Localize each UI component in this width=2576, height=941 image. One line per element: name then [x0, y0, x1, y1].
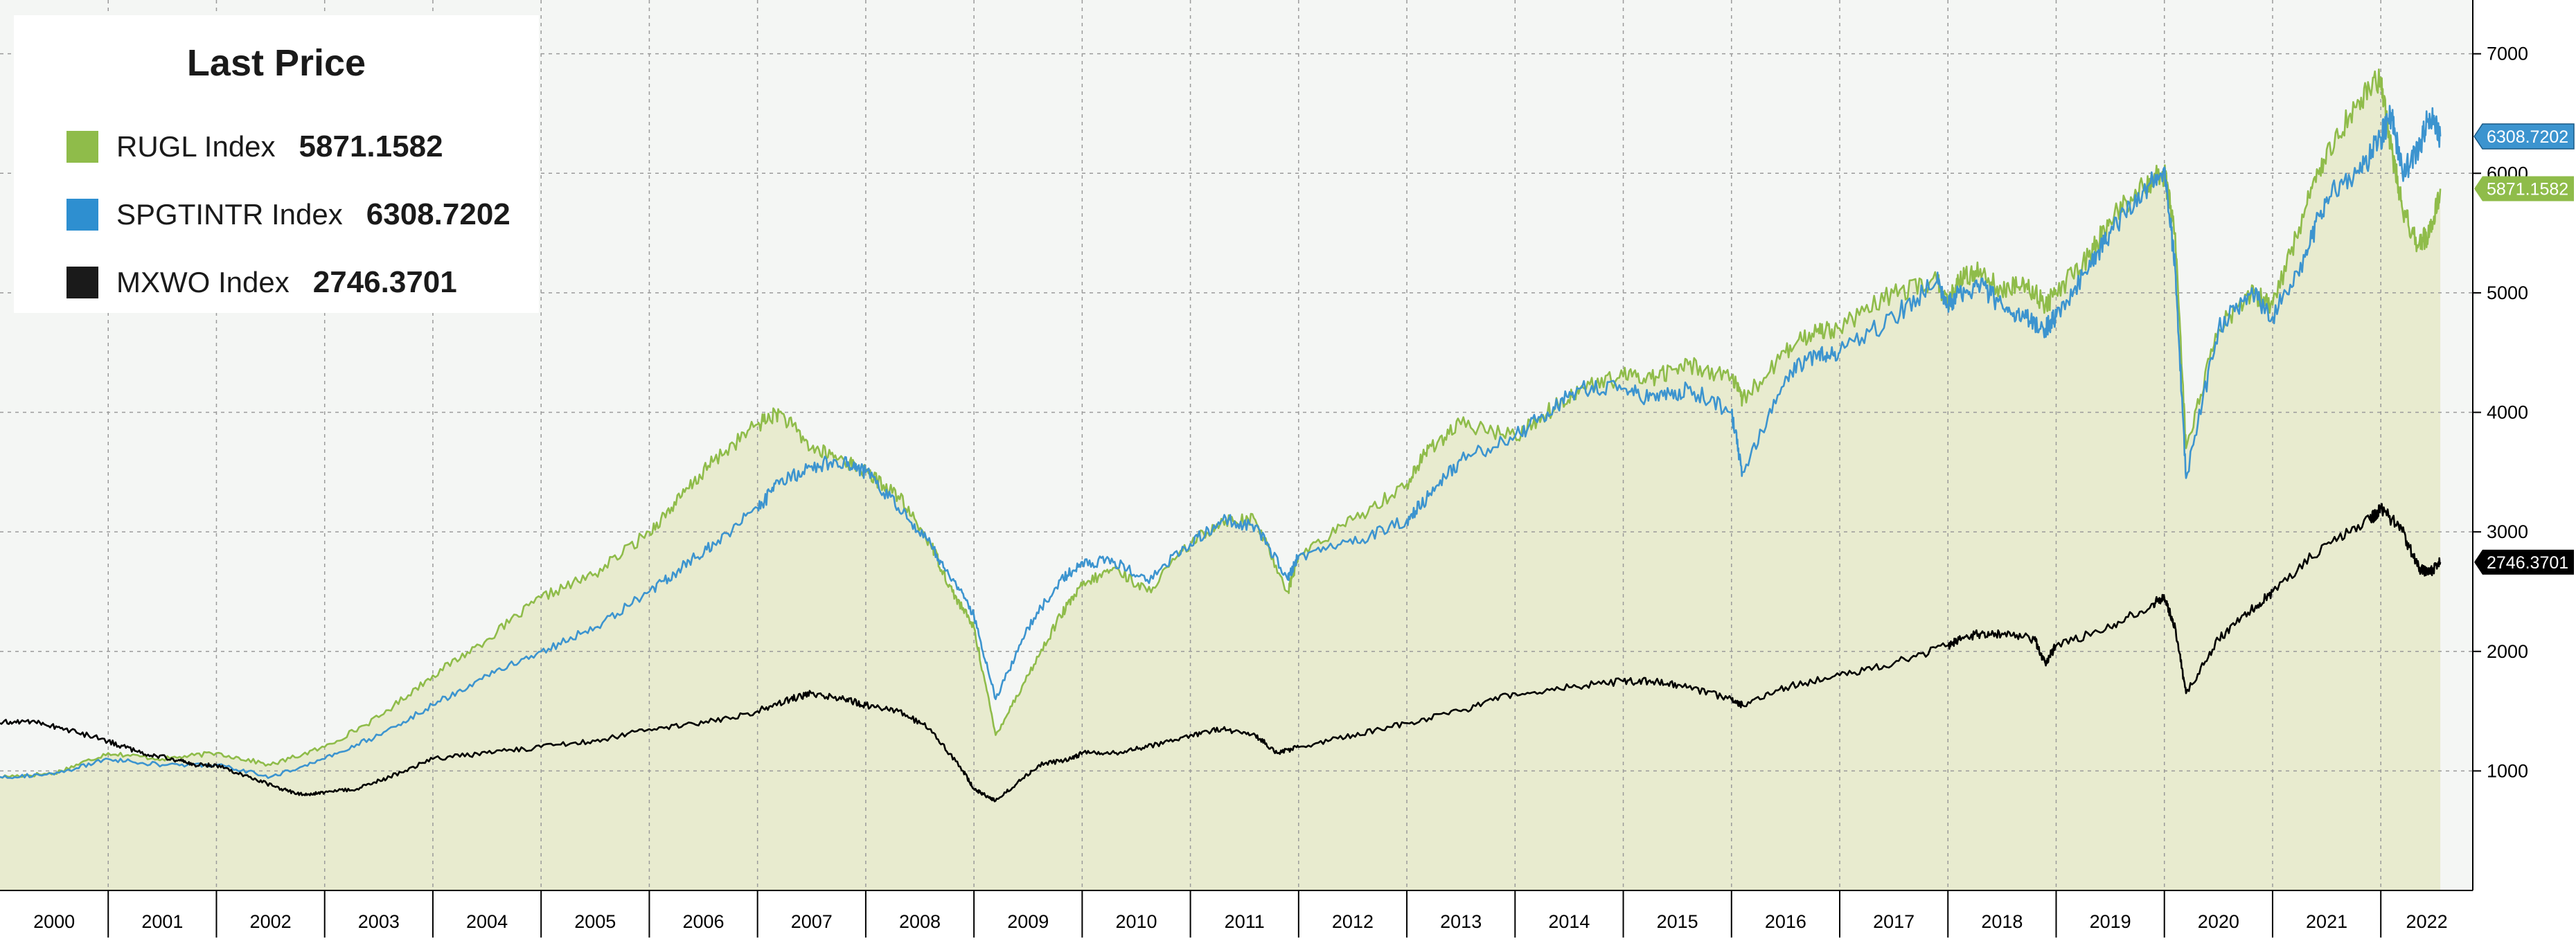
x-tick-label: 2022: [2406, 911, 2448, 932]
x-tick-label: 2016: [1765, 911, 1806, 932]
last-value-tag-label: 6308.7202: [2487, 127, 2568, 147]
legend-swatch-spgtintr: [66, 199, 98, 231]
x-tick-label: 2010: [1115, 911, 1157, 932]
x-tick-label: 2003: [358, 911, 400, 932]
x-tick-label: 2007: [791, 911, 833, 932]
x-tick-label: 2013: [1440, 911, 1482, 932]
legend-swatch-mxwo: [66, 267, 98, 298]
x-tick-label: 2014: [1548, 911, 1590, 932]
last-value-tag-bg: [2473, 123, 2575, 150]
series-line-mxwo: [0, 503, 2442, 803]
last-value-tag-rugl: 5871.1582: [2474, 176, 2574, 201]
legend: Last Price RUGL Index 5871.1582 SPGTINTR…: [14, 15, 539, 313]
x-tick-label: 2021: [2306, 911, 2347, 932]
last-value-tag-bg: [2474, 176, 2574, 201]
x-tick-label: 2001: [141, 911, 183, 932]
legend-value-mxwo: 2746.3701: [312, 265, 457, 299]
series-line-spgtintr: [0, 105, 2442, 780]
series-line-rugl: [0, 68, 2442, 779]
y-tick-label: 3000: [2487, 521, 2528, 542]
x-tick-label: 2015: [1657, 911, 1698, 932]
x-tick-label: 2020: [2198, 911, 2239, 932]
y-tick-label: 4000: [2487, 402, 2528, 423]
y-tick-label: 2000: [2487, 641, 2528, 662]
last-value-tag-mxwo: 2746.3701: [2474, 549, 2574, 575]
x-tick-label: 2004: [466, 911, 508, 932]
x-tick-label: 2006: [682, 911, 724, 932]
y-tick-label: 1000: [2487, 760, 2528, 781]
legend-value-spgtintr: 6308.7202: [366, 197, 510, 231]
legend-label-rugl: RUGL Index: [116, 130, 276, 163]
x-tick-label: 2019: [2090, 911, 2131, 932]
x-tick-label: 2002: [250, 911, 292, 932]
x-tick-label: 2012: [1332, 911, 1374, 932]
legend-item-spgtintr: SPGTINTR Index 6308.7202: [66, 194, 510, 235]
last-value-tag-label: 2746.3701: [2487, 553, 2568, 573]
legend-title: Last Price: [186, 42, 366, 84]
y-tick-label: 7000: [2487, 44, 2528, 64]
legend-value-rugl: 5871.1582: [299, 129, 443, 163]
legend-label-spgtintr: SPGTINTR Index: [116, 198, 343, 231]
last-value-tag-label: 5871.1582: [2487, 180, 2568, 199]
last-value-tag-bg: [2474, 549, 2574, 575]
x-tick-label: 2005: [574, 911, 616, 932]
legend-item-rugl: RUGL Index 5871.1582: [66, 126, 443, 168]
y-tick-label: 5000: [2487, 283, 2528, 303]
x-tick-label: 2018: [1981, 911, 2023, 932]
x-tick-label: 2009: [1007, 911, 1049, 932]
x-tick-label: 2017: [1873, 911, 1915, 932]
last-value-tag-spgtintr: 6308.7202: [2473, 123, 2575, 150]
x-tick-label: 2008: [899, 911, 941, 932]
x-tick-label: 2000: [33, 911, 75, 932]
legend-swatch-rugl: [66, 131, 98, 163]
x-tick-label: 2011: [1225, 911, 1265, 932]
legend-item-mxwo: MXWO Index 2746.3701: [66, 262, 457, 303]
legend-label-mxwo: MXWO Index: [116, 266, 290, 298]
area-fill-rugl: [0, 69, 2441, 891]
